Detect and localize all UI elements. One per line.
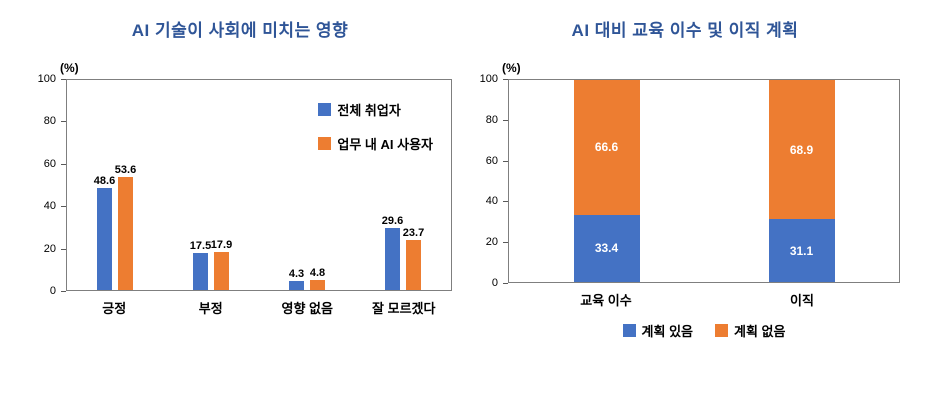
bar-group: 4.3 4.8 [259, 80, 355, 290]
legend: 계획 있음 계획 없음 [508, 321, 900, 340]
segment-value-label: 66.6 [594, 140, 619, 155]
y-tick-mark [503, 242, 508, 244]
legend-label: 계획 있음 [641, 324, 693, 339]
stack-segment: 66.6 [573, 80, 640, 215]
y-tick-mark [61, 291, 66, 292]
legend-item: 계획 없음 [715, 321, 785, 340]
bar-unit: 48.6 [93, 80, 116, 290]
x-category-label: 교육 이수 [580, 293, 632, 308]
y-tick-label: 80 [485, 113, 498, 126]
stacked-bar: 66.6 33.4 [573, 80, 640, 282]
y-axis: 0 20 40 60 80 100 [28, 73, 66, 297]
bar-value-label: 29.6 [381, 214, 404, 227]
stacked-bar-chart: AI 대비 교육 이수 및 이직 계획 (%) 0 20 40 60 80 100 66.… [470, 16, 900, 340]
bar-group: 29.6 23.7 [355, 80, 451, 290]
legend-swatch [715, 324, 728, 337]
bar-value-label: 4.8 [309, 266, 326, 279]
y-axis-unit-label: (%) [60, 61, 79, 75]
x-category-label: 긍정 [102, 301, 127, 316]
y-tick-label: 0 [491, 277, 498, 289]
y-tick-label: 100 [37, 73, 56, 85]
bar-value-label: 53.6 [114, 164, 137, 177]
plot-row: 0 20 40 60 80 100 전체 취업자 업무 내 AI 사용자 48.6 53.6 1… [28, 73, 452, 297]
segment-value-label: 68.9 [789, 142, 814, 157]
stacked-bar: 68.9 31.1 [768, 80, 835, 282]
y-tick-mark [61, 163, 66, 165]
y-axis: 0 20 40 60 80 100 [470, 73, 508, 289]
x-category-label: 이직 [790, 293, 814, 308]
bar-value-label: 17.5 [189, 240, 212, 253]
grouped-bar-chart: AI 기술이 사회에 미치는 영향 (%) 0 20 40 60 80 100 전체 취업… [28, 16, 452, 317]
y-tick-label: 20 [43, 242, 56, 255]
y-tick-mark [503, 283, 508, 284]
bar-value-label: 23.7 [402, 227, 425, 240]
bar [193, 253, 208, 290]
x-category-label: 부정 [198, 301, 223, 316]
legend-swatch [318, 103, 332, 116]
x-axis: 긍정 부정 영향 없음 잘 모르겠다 [66, 298, 452, 317]
y-tick-mark [503, 201, 508, 203]
bar-unit: 17.5 [189, 80, 212, 290]
bar-unit: 17.9 [210, 80, 233, 290]
plot-area: 전체 취업자 업무 내 AI 사용자 48.6 53.6 17.5 17.9 4.3 4.8… [66, 79, 452, 291]
legend-label: 업무 내 AI 사용자 [337, 137, 433, 152]
bar-group: 48.6 53.6 [67, 80, 163, 290]
bar-value-label: 17.9 [210, 239, 233, 252]
bar-unit: 4.3 [288, 80, 305, 290]
bar-value-label: 4.3 [288, 267, 305, 280]
bar [310, 279, 325, 290]
bar-unit: 53.6 [114, 80, 137, 290]
y-tick-label: 100 [479, 73, 498, 85]
stack-segment: 68.9 [768, 80, 835, 220]
y-tick-mark [61, 206, 66, 208]
legend-swatch [622, 324, 636, 337]
legend-label: 전체 취업자 [337, 103, 401, 118]
y-tick-mark [61, 121, 66, 123]
x-category-label: 잘 모르겠다 [372, 301, 436, 316]
bar [118, 177, 133, 290]
bar-unit: 29.6 [381, 80, 404, 290]
y-tick-label: 0 [49, 285, 56, 297]
y-tick-label: 80 [43, 115, 56, 128]
legend-item: 계획 있음 [622, 321, 693, 340]
segment-value-label: 33.4 [594, 241, 619, 256]
y-tick-mark [503, 160, 508, 162]
bar [289, 280, 304, 290]
bar-value-label: 48.6 [93, 174, 116, 187]
plot-area: 66.6 33.4 68.9 31.1 [508, 79, 900, 283]
y-tick-label: 60 [43, 157, 56, 170]
legend-label: 계획 없음 [734, 324, 786, 339]
y-tick-label: 40 [485, 195, 498, 208]
legend-item: 전체 취업자 [318, 100, 433, 119]
segment-value-label: 31.1 [789, 243, 814, 258]
stack-segment: 33.4 [573, 214, 640, 282]
y-tick-mark [61, 79, 66, 80]
bar [97, 187, 112, 290]
bar-unit: 23.7 [402, 80, 425, 290]
y-tick-mark [503, 119, 508, 121]
plot-row: 0 20 40 60 80 100 66.6 33.4 68.9 31.1 [470, 73, 900, 289]
bar-group: 17.5 17.9 [163, 80, 259, 290]
x-category-label: 영향 없음 [281, 301, 333, 316]
y-tick-label: 20 [485, 236, 498, 249]
y-tick-mark [503, 79, 508, 80]
stack-segment: 31.1 [768, 219, 835, 282]
y-tick-label: 40 [43, 200, 56, 213]
chart-title: AI 대비 교육 이수 및 이직 계획 [571, 21, 799, 40]
bar [385, 227, 400, 290]
bar [406, 240, 421, 290]
bar-unit: 4.8 [309, 80, 326, 290]
legend-item: 업무 내 AI 사용자 [318, 134, 433, 153]
y-axis-unit-label: (%) [502, 61, 521, 75]
x-axis: 교육 이수 이직 [508, 290, 900, 309]
y-tick-mark [61, 248, 66, 250]
legend-swatch [318, 137, 332, 150]
chart-title: AI 기술이 사회에 미치는 영향 [131, 21, 349, 40]
y-tick-label: 60 [485, 154, 498, 167]
bar [214, 252, 229, 290]
